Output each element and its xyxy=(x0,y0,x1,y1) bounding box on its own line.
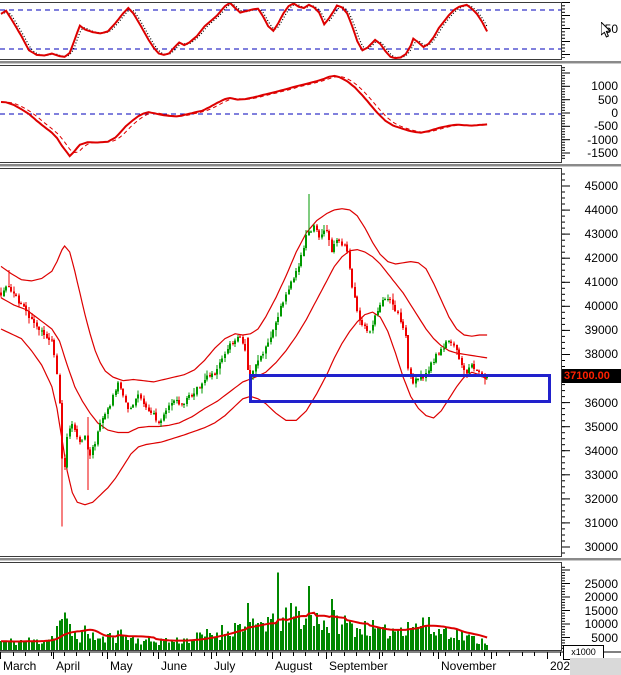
volume-value-axis: 25000 20000 15000 10000 5000 xyxy=(561,562,621,651)
axis-label: 32000 xyxy=(584,492,618,506)
axis-label: 20000 xyxy=(584,590,618,604)
axis-label: 44000 xyxy=(584,203,618,217)
candlestick-plot[interactable] xyxy=(0,169,561,556)
panel-splitter[interactable] xyxy=(0,163,621,168)
axis-label: 43000 xyxy=(584,227,618,241)
axis-label: 25000 xyxy=(584,577,618,591)
month-label: March xyxy=(3,659,37,673)
volume-panel[interactable] xyxy=(0,562,561,651)
axis-label: 42000 xyxy=(584,251,618,265)
axis-label: 41000 xyxy=(584,275,618,289)
time-axis: March April May June July August September Nove… xyxy=(0,651,621,675)
month-label: August xyxy=(275,659,313,673)
month-label: June xyxy=(161,659,188,673)
momentum-panel[interactable] xyxy=(0,65,561,163)
axis-label: 0 xyxy=(611,106,618,120)
volume-plot[interactable] xyxy=(0,563,561,650)
month-label: July xyxy=(214,659,236,673)
axis-label: -500 xyxy=(593,119,618,133)
mouse-cursor-icon xyxy=(600,20,613,38)
month-label: April xyxy=(56,659,81,673)
corner-filler xyxy=(570,658,621,675)
month-label: September xyxy=(329,659,388,673)
axis-label: 40000 xyxy=(584,299,618,313)
time-axis-ticks xyxy=(0,651,621,659)
axis-label: -1500 xyxy=(587,146,618,160)
axis-label: -1000 xyxy=(587,133,618,147)
panel-splitter[interactable] xyxy=(0,60,621,65)
momentum-value-axis: 1000 500 0 -500 -1000 -1500 xyxy=(561,65,621,163)
support-zone-annotation[interactable] xyxy=(249,374,551,403)
axis-label: 45000 xyxy=(584,179,618,193)
axis-label: 36000 xyxy=(584,396,618,410)
stochastic-value-axis: 50 xyxy=(561,2,621,60)
axis-label: 500 xyxy=(597,93,618,107)
month-label: November xyxy=(441,659,497,673)
axis-label: 10000 xyxy=(584,617,618,631)
axis-label: 35000 xyxy=(584,420,618,434)
panel-splitter[interactable] xyxy=(0,557,621,562)
axis-label: 30000 xyxy=(584,540,618,554)
axis-label: 33000 xyxy=(584,468,618,482)
axis-label: 34000 xyxy=(584,444,618,458)
axis-label: 50 xyxy=(604,22,618,36)
axis-label: 31000 xyxy=(584,516,618,530)
axis-label: 5000 xyxy=(591,631,618,645)
axis-label: 15000 xyxy=(584,604,618,618)
axis-label: 1000 xyxy=(591,79,618,93)
axis-label: 39000 xyxy=(584,323,618,337)
momentum-plot[interactable] xyxy=(0,66,561,162)
last-price-tag: 37100.00 xyxy=(562,369,621,383)
price-panel[interactable] xyxy=(0,168,561,557)
price-value-axis: 3000031000320003300034000350003600037000… xyxy=(561,168,621,557)
axis-label: 38000 xyxy=(584,347,618,361)
month-label: May xyxy=(110,659,133,673)
stochastic-panel[interactable] xyxy=(0,2,561,60)
stochastic-plot[interactable] xyxy=(0,3,561,59)
